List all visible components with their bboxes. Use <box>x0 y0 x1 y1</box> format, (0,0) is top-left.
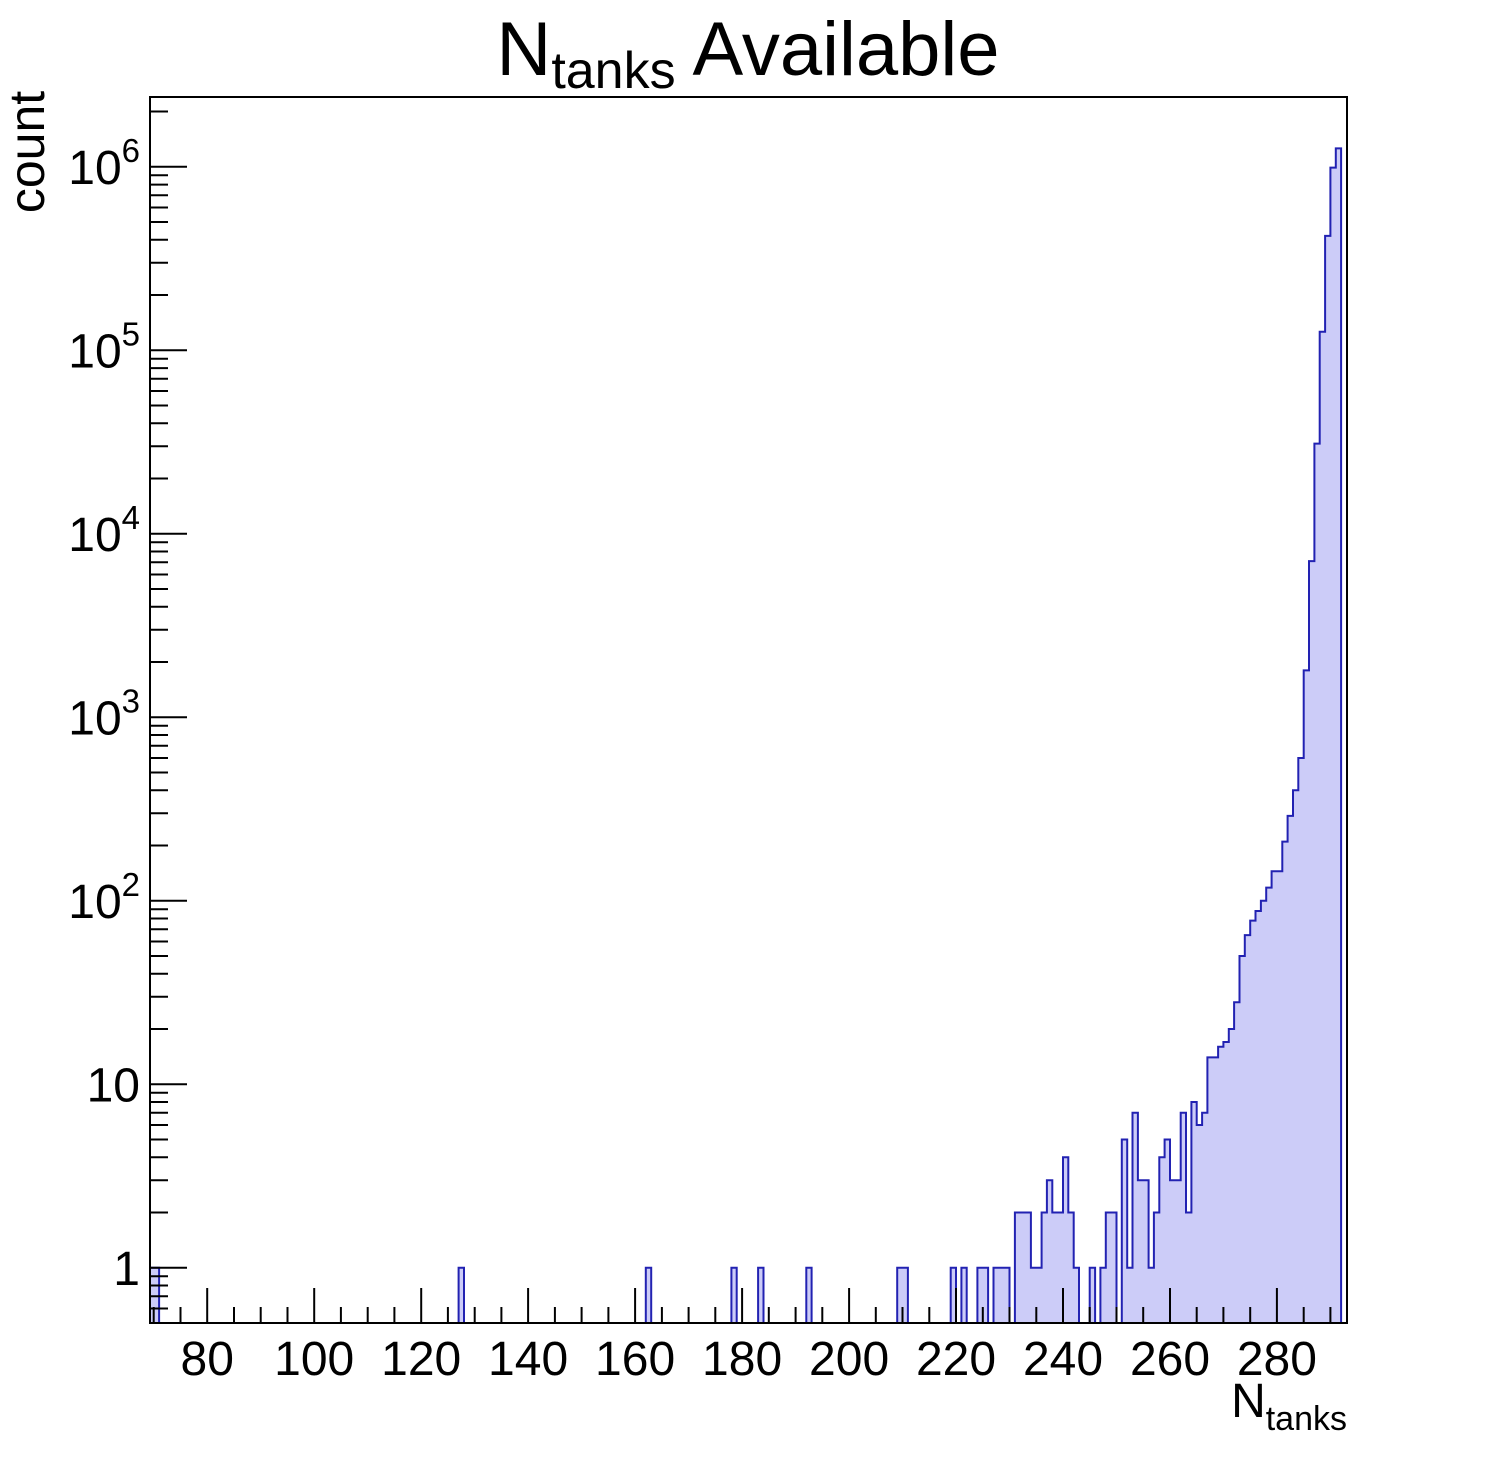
plot-frame <box>149 96 1348 1324</box>
x-tick-label: 160 <box>595 1333 675 1386</box>
y-tick-label: 106 <box>68 132 140 195</box>
histogram-bars <box>149 147 1347 1324</box>
y-tick-label: 104 <box>68 499 140 562</box>
y-tick-label: 103 <box>68 682 140 745</box>
x-tick-label: 180 <box>702 1333 782 1386</box>
y-tick-label: 102 <box>68 866 140 929</box>
y-axis-title: count <box>0 91 55 213</box>
x-tick-labels: 80 100 120 140 160 180 200 220 240 260 280 <box>181 1333 1317 1386</box>
y-tick-label: 10 <box>87 1059 140 1112</box>
x-tick-label: 100 <box>274 1333 354 1386</box>
y-tick-label: 1 <box>113 1243 140 1296</box>
x-axis-title: Ntanks <box>1231 1375 1347 1438</box>
y-tick-labels: 1 10 102 103 104 105 106 <box>68 132 140 1296</box>
histogram-series <box>149 147 1347 1324</box>
x-tick-label: 200 <box>809 1333 889 1386</box>
y-tick-label: 105 <box>68 315 140 378</box>
chart-title: Ntanks Available <box>496 7 999 100</box>
x-tick-label: 140 <box>488 1333 568 1386</box>
x-tick-label: 120 <box>381 1333 461 1386</box>
x-tick-label: 280 <box>1237 1333 1317 1386</box>
x-tick-label: 240 <box>1023 1333 1103 1386</box>
x-tick-label: 220 <box>916 1333 996 1386</box>
axis-ticks <box>150 110 1332 1324</box>
x-tick-label: 260 <box>1130 1333 1210 1386</box>
x-tick-label: 80 <box>181 1333 234 1386</box>
